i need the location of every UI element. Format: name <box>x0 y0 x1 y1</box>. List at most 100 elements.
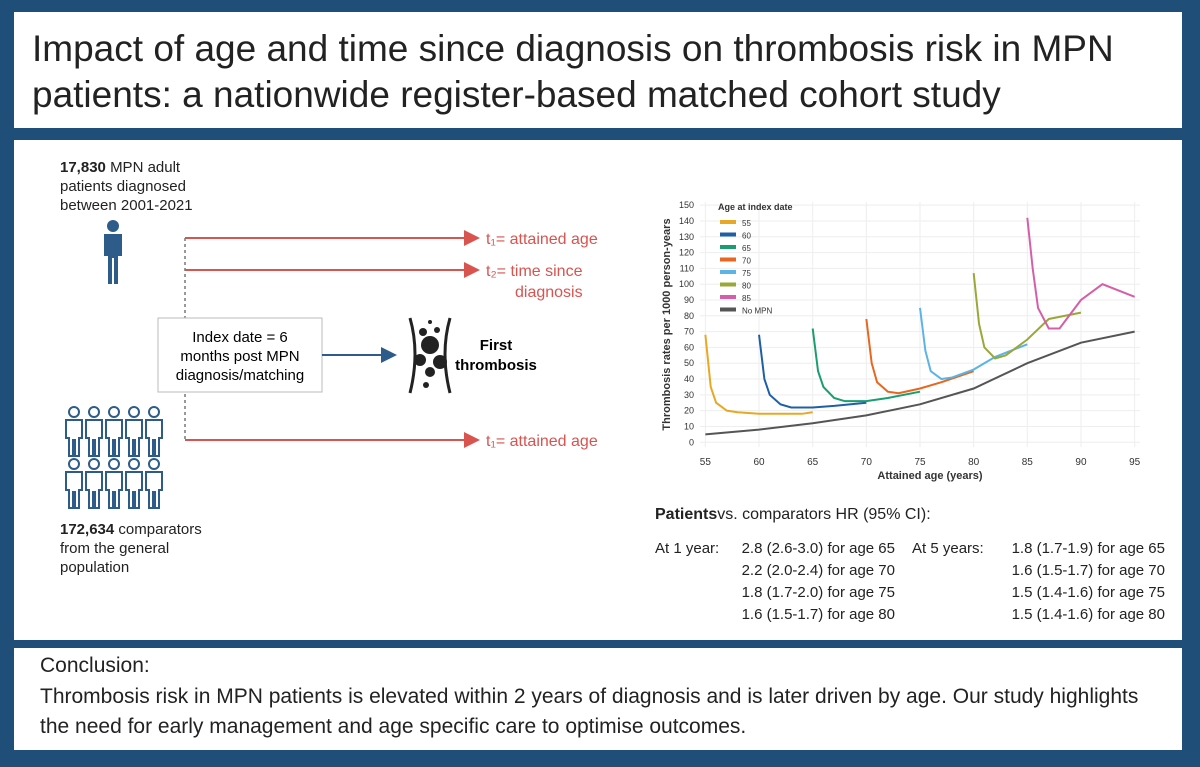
patients-count: 17,830 <box>60 159 106 176</box>
line <box>865 318 974 395</box>
hr-value: 1.6 (1.5-1.7) for age 80 <box>741 606 895 623</box>
t2-label: diagnosis <box>515 284 583 301</box>
crowd-person <box>125 471 143 509</box>
crowd-person <box>105 471 123 509</box>
comparators-text: 172,634 comparators from the general pop… <box>60 520 210 577</box>
conclusion-text: Thrombosis risk in MPN patients is eleva… <box>40 685 1139 738</box>
legend-label: 75 <box>742 269 751 278</box>
hr-column-label: At 5 years: <box>912 540 984 557</box>
hr-value: 1.5 (1.4-1.6) for age 75 <box>1011 584 1165 601</box>
conclusion-box: Conclusion: Thrombosis risk in MPN patie… <box>14 648 1182 750</box>
y-tick-label: 110 <box>680 263 694 273</box>
y-tick-label: 70 <box>684 327 694 337</box>
legend-swatch <box>720 245 736 249</box>
crowd-person <box>65 471 83 509</box>
legend-swatch <box>720 232 736 237</box>
legend-label: No MPN <box>742 307 772 316</box>
x-tick-label: 70 <box>861 457 873 468</box>
crowd-person <box>145 419 163 457</box>
legend-swatch <box>720 282 736 287</box>
crowd-person <box>68 458 80 470</box>
crowd-person <box>88 406 100 418</box>
legend-label: 80 <box>742 282 751 291</box>
y-tick-label: 60 <box>684 342 694 352</box>
t2-label: t₂= time since <box>486 263 583 280</box>
y-tick-label: 150 <box>679 200 694 210</box>
y-tick-label: 130 <box>679 232 694 242</box>
crowd-icon <box>65 406 163 509</box>
crowd-person <box>128 458 140 470</box>
x-tick-label: 85 <box>1022 457 1034 468</box>
y-tick-label: 120 <box>679 248 694 258</box>
crowd-person <box>128 406 140 418</box>
x-tick-label: 95 <box>1129 457 1141 468</box>
hr-value: 1.6 (1.5-1.7) for age 70 <box>1011 562 1165 579</box>
crowd-person <box>145 471 163 509</box>
crowd-person <box>108 458 120 470</box>
y-tick-label: 20 <box>684 406 694 416</box>
legend-swatch <box>720 270 736 274</box>
hr-value: 1.8 (1.7-2.0) for age 75 <box>741 584 895 601</box>
x-tick-label: 75 <box>914 457 926 468</box>
line <box>758 334 867 409</box>
hr-column-label: At 1 year: <box>655 540 720 557</box>
x-tick-label: 90 <box>1075 457 1087 468</box>
conclusion-heading: Conclusion: <box>40 654 150 677</box>
line <box>705 330 1135 436</box>
crowd-person <box>85 419 103 457</box>
person-icon <box>104 220 122 284</box>
y-tick-label: 0 <box>689 437 694 447</box>
chart: 0 10 20 30 40 50 60 70 80 90 100 110 120 130 140 150 55 6… <box>661 200 1141 482</box>
outcome-text: First <box>480 337 513 354</box>
y-tick-label: 140 <box>679 216 694 226</box>
crowd-person <box>105 419 123 457</box>
legend-label: 60 <box>742 232 751 241</box>
hr-value: 1.8 (1.7-1.9) for age 65 <box>1011 540 1165 557</box>
outcome-text: thrombosis <box>455 357 537 374</box>
crowd-person <box>125 419 143 457</box>
y-tick-label: 90 <box>684 295 694 305</box>
y-tick-label: 30 <box>684 390 694 400</box>
y-tick-label: 50 <box>684 358 694 368</box>
y-tick-label: 100 <box>679 279 694 289</box>
hr-heading-rest: vs. comparators HR (95% CI): <box>717 506 931 523</box>
crowd-person <box>65 419 83 457</box>
hr-value: 2.8 (2.6-3.0) for age 65 <box>741 540 895 557</box>
hr-heading: Patientsvs. comparators HR (95% CI): <box>655 506 931 524</box>
index-text: months post MPN <box>180 348 299 365</box>
legend-label: 55 <box>742 219 751 228</box>
legend-label: 70 <box>742 257 751 266</box>
y-tick-label: 40 <box>684 374 694 384</box>
comparators-desc: comparators from the general population <box>60 521 202 576</box>
crowd-person <box>85 471 103 509</box>
t1-label: t₁= attained age <box>486 433 598 450</box>
x-tick-label: 60 <box>753 457 765 468</box>
legend-swatch <box>720 220 736 224</box>
legend-swatch <box>720 307 736 312</box>
line <box>704 334 813 415</box>
legend-swatch <box>720 295 736 299</box>
crowd-person <box>148 406 160 418</box>
legend-swatch <box>720 257 736 262</box>
line <box>811 328 921 403</box>
line <box>1026 217 1135 330</box>
crowd-person <box>148 458 160 470</box>
hr-value: 2.2 (2.0-2.4) for age 70 <box>741 562 895 579</box>
index-text: Index date = 6 <box>192 329 288 346</box>
index-text: diagnosis/matching <box>176 367 304 384</box>
x-tick-label: 55 <box>700 457 712 468</box>
hr-value: 1.5 (1.4-1.6) for age 80 <box>1011 606 1165 623</box>
thrombosis-icon <box>408 317 452 394</box>
y-axis-label: Thrombosis rates per 1000 person-years <box>661 218 673 430</box>
x-tick-label: 80 <box>968 457 980 468</box>
patients-desc: MPN adult patients diagnosed between 200… <box>60 159 193 214</box>
legend-label: 65 <box>742 244 751 253</box>
y-tick-label: 10 <box>684 421 694 431</box>
patients-text: 17,830 MPN adult patients diagnosed betw… <box>60 158 220 215</box>
crowd-person <box>108 406 120 418</box>
y-tick-label: 80 <box>684 311 694 321</box>
x-axis-label: Attained age (years) <box>877 470 982 482</box>
x-tick-label: 65 <box>807 457 819 468</box>
title: Impact of age and time since diagnosis o… <box>32 28 1114 115</box>
